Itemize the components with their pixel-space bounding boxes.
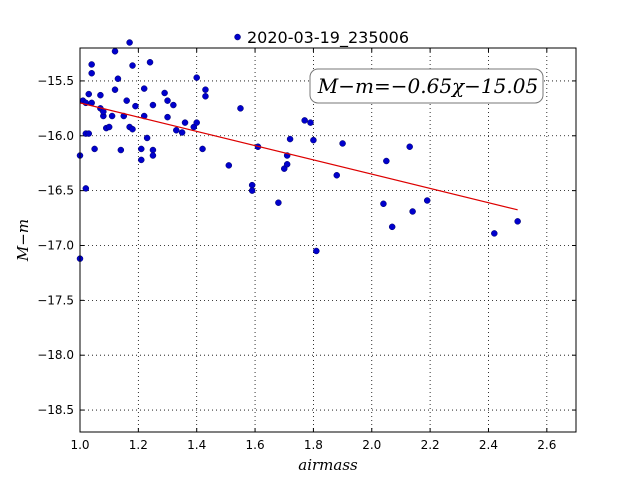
data-point [491, 230, 498, 237]
data-point [164, 97, 171, 104]
data-point [140, 85, 148, 92]
data-point [143, 134, 151, 142]
data-point [339, 140, 346, 147]
data-point [423, 197, 431, 204]
fit-line-group [79, 102, 518, 211]
data-point [82, 185, 90, 192]
data-point [409, 208, 416, 215]
data-point [138, 145, 145, 153]
data-point [117, 146, 125, 154]
data-point [149, 152, 157, 159]
data-point [138, 156, 145, 164]
fit-line [79, 102, 518, 211]
data-point [225, 162, 233, 169]
data-point [149, 146, 157, 154]
data-point [108, 112, 116, 120]
grid-lines [80, 48, 576, 432]
annotation-box [309, 68, 544, 104]
data-point [105, 123, 113, 131]
x-tick-label: 2.6 [537, 438, 556, 452]
x-tick-labels: 1.0 1.2 1.4 1.6 1.8 2.0 2.2 2.4 2.6 [70, 438, 556, 452]
plot-area [80, 48, 576, 432]
data-point [111, 86, 119, 93]
data-point [129, 62, 136, 69]
data-point [164, 113, 171, 121]
data-point [286, 135, 294, 143]
y-tick-label: −17.0 [37, 238, 74, 252]
data-point [114, 75, 122, 82]
x-axis-label: airmass [298, 456, 358, 474]
data-points [76, 33, 521, 262]
data-point [248, 187, 256, 194]
data-point [161, 89, 168, 97]
data-point [123, 97, 130, 104]
data-point [310, 136, 317, 144]
data-point [383, 157, 390, 165]
data-point [275, 199, 282, 206]
x-tick-label: 2.4 [479, 438, 498, 452]
y-tick-label: −16.0 [37, 129, 74, 143]
data-point [237, 105, 244, 112]
data-point [170, 101, 177, 109]
x-tick-label: 2.2 [421, 438, 440, 452]
data-point [199, 145, 206, 153]
data-point [178, 129, 186, 136]
data-point [307, 119, 314, 126]
data-point [146, 59, 154, 66]
data-point [313, 247, 320, 255]
data-point [173, 127, 180, 134]
data-point [85, 90, 93, 98]
data-point [149, 101, 157, 109]
chart-title: 2020-03-19_235006 [247, 28, 409, 48]
data-point [248, 181, 256, 189]
plot-frame [79, 47, 577, 433]
data-point [132, 102, 139, 110]
y-tick-label: −16.5 [37, 184, 74, 198]
y-tick-labels: −15.5 −16.0 −16.5 −17.0 −17.5 −18.0 −18.5 [37, 74, 74, 417]
data-point [333, 172, 341, 179]
data-point [97, 91, 104, 99]
data-point [514, 218, 521, 225]
data-point [234, 33, 241, 41]
x-tick-label: 1.6 [246, 438, 265, 452]
data-point [126, 39, 133, 46]
data-point [88, 69, 95, 77]
data-point [193, 119, 200, 126]
y-tick-label: −18.0 [37, 348, 74, 362]
data-point [301, 117, 308, 124]
y-tick-label: −15.5 [37, 74, 74, 88]
data-point [181, 119, 189, 126]
data-point [88, 61, 95, 68]
y-axis-label: M−m [14, 219, 32, 262]
data-point [380, 200, 387, 208]
x-tick-label: 1.8 [304, 438, 323, 452]
data-point [111, 48, 119, 55]
x-tick-label: 1.4 [187, 438, 206, 452]
x-tick-label: 1.2 [129, 438, 148, 452]
data-point [193, 74, 200, 81]
data-point [129, 125, 136, 133]
x-tick-label: 1.0 [70, 438, 89, 452]
data-point [202, 86, 209, 93]
y-tick-label: −18.5 [37, 403, 74, 417]
data-point [388, 223, 396, 231]
data-point [202, 93, 209, 100]
fit-equation-annotation: M−m=−0.65χ−15.05 [317, 74, 538, 98]
x-tick-label: 2.0 [362, 438, 381, 452]
y-tick-label: −17.5 [37, 293, 74, 307]
data-point [85, 130, 93, 137]
data-point [406, 143, 413, 150]
data-point [91, 145, 98, 153]
data-point [283, 161, 291, 168]
